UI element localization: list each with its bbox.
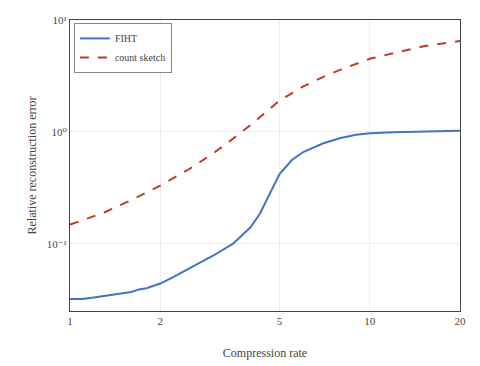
- svg-text:10⁻¹: 10⁻¹: [47, 238, 67, 250]
- svg-text:10¹: 10¹: [52, 14, 66, 26]
- svg-text:2: 2: [157, 315, 163, 327]
- svg-text:5: 5: [277, 315, 283, 327]
- svg-text:20: 20: [455, 315, 467, 327]
- svg-text:FIHT: FIHT: [115, 33, 137, 44]
- svg-text:count sketch: count sketch: [115, 52, 165, 63]
- svg-text:1: 1: [67, 315, 73, 327]
- svg-text:10⁰: 10⁰: [51, 126, 67, 138]
- svg-text:Compression rate: Compression rate: [223, 346, 307, 360]
- svg-text:10: 10: [364, 315, 376, 327]
- svg-text:Relative reconstruction error: Relative reconstruction error: [25, 97, 39, 235]
